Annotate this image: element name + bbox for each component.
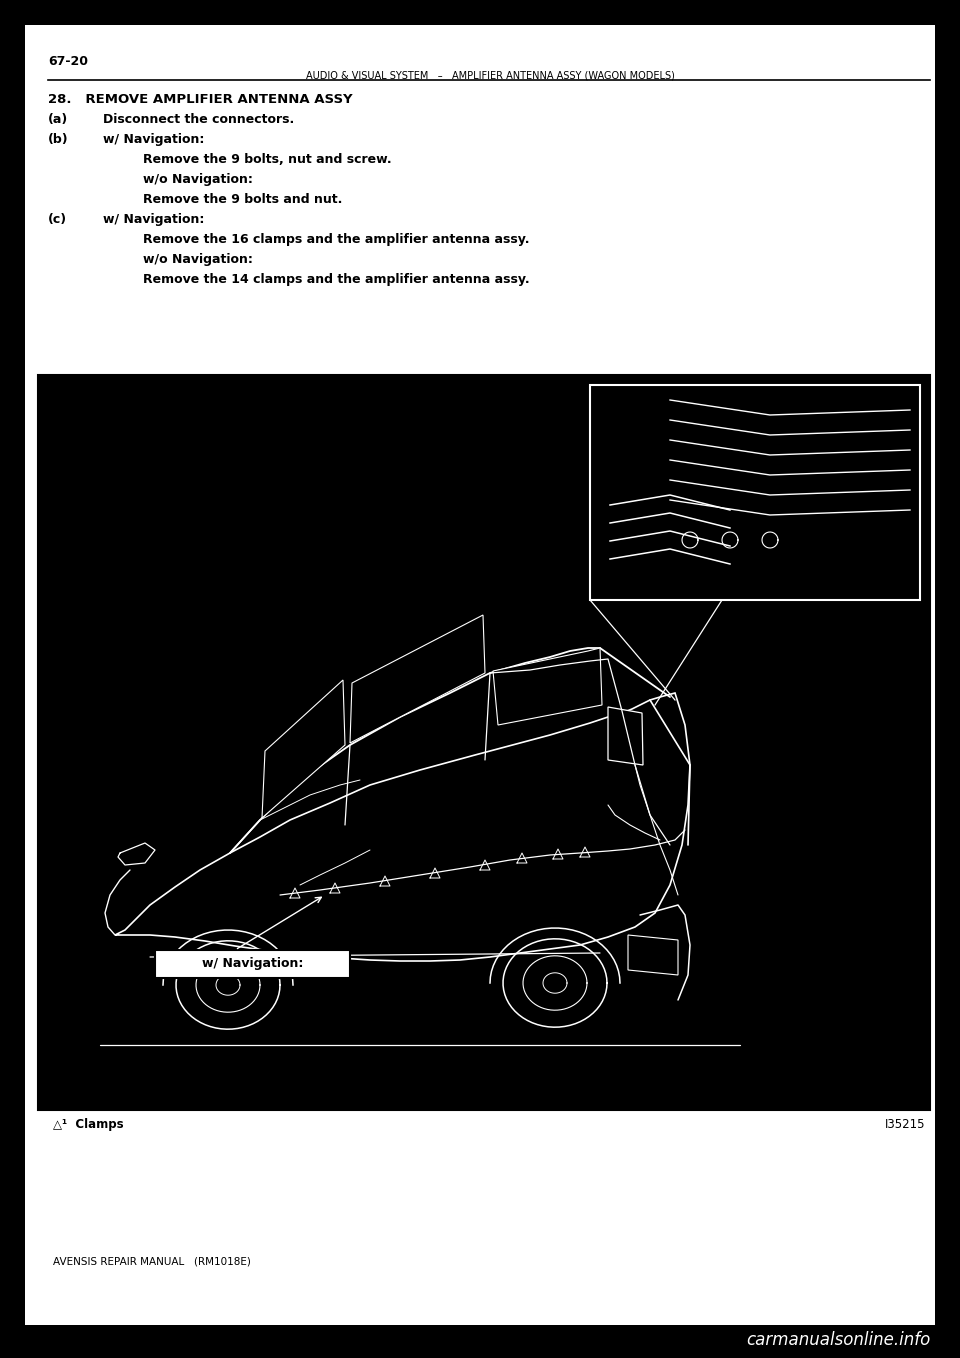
Bar — [38, 375, 930, 1109]
Text: (c): (c) — [48, 213, 67, 225]
Polygon shape — [628, 936, 678, 975]
Text: w/ Navigation:: w/ Navigation: — [202, 957, 303, 971]
Polygon shape — [262, 680, 345, 818]
Text: (b): (b) — [48, 133, 68, 147]
Text: I35215: I35215 — [884, 1118, 925, 1131]
Text: Remove the 14 clamps and the amplifier antenna assy.: Remove the 14 clamps and the amplifier a… — [143, 273, 530, 287]
Text: Remove the 9 bolts and nut.: Remove the 9 bolts and nut. — [143, 193, 343, 206]
Bar — [590, 386, 920, 600]
Text: carmanualsonline.info: carmanualsonline.info — [746, 1331, 930, 1348]
Text: Remove the 9 bolts, nut and screw.: Remove the 9 bolts, nut and screw. — [143, 153, 392, 166]
Text: w/ Navigation:: w/ Navigation: — [103, 213, 204, 225]
Text: 28.   REMOVE AMPLIFIER ANTENNA ASSY: 28. REMOVE AMPLIFIER ANTENNA ASSY — [48, 92, 352, 106]
Text: AVENSIS REPAIR MANUAL   (RM1018E): AVENSIS REPAIR MANUAL (RM1018E) — [53, 1258, 251, 1267]
Text: △¹  Clamps: △¹ Clamps — [53, 1118, 124, 1131]
Polygon shape — [493, 648, 602, 725]
Text: Disconnect the connectors.: Disconnect the connectors. — [103, 113, 295, 126]
Text: w/ Navigation:: w/ Navigation: — [103, 133, 204, 147]
Text: (a): (a) — [48, 113, 68, 126]
Text: w/o Navigation:: w/o Navigation: — [143, 253, 252, 266]
Polygon shape — [115, 693, 690, 961]
Polygon shape — [608, 708, 643, 765]
Text: w/o Navigation:: w/o Navigation: — [143, 172, 252, 186]
Text: 67-20: 67-20 — [48, 56, 88, 68]
Bar — [155, 951, 350, 978]
Polygon shape — [350, 615, 485, 743]
Text: Remove the 16 clamps and the amplifier antenna assy.: Remove the 16 clamps and the amplifier a… — [143, 234, 530, 246]
Text: AUDIO & VISUAL SYSTEM   –   AMPLIFIER ANTENNA ASSY (WAGON MODELS): AUDIO & VISUAL SYSTEM – AMPLIFIER ANTENN… — [305, 71, 675, 81]
